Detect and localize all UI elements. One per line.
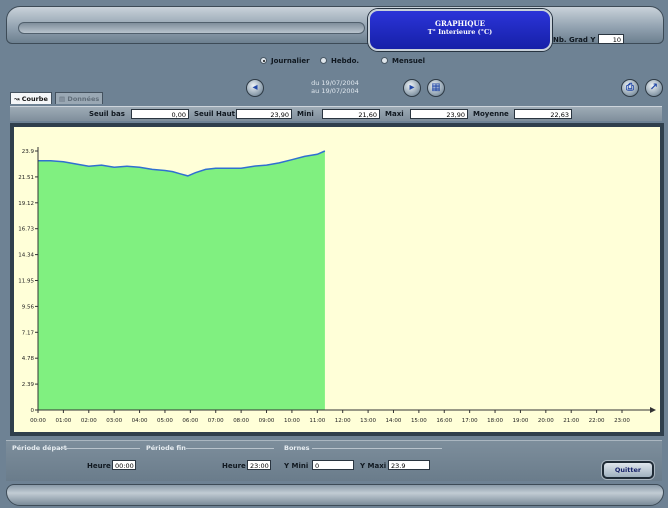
tab-courbe-label: Courbe [21,95,48,103]
ymaxi-input[interactable]: 23.9 [388,460,430,470]
seuil-haut-value: 23,90 [236,109,292,119]
date-range: du 19/07/2004 au 19/07/2004 [290,79,380,95]
table-icon: ▤ [59,95,66,103]
y-tick-label: 2.39 [22,382,35,388]
x-tick-label: 06:00 [182,418,198,424]
x-tick-label: 02:00 [81,418,97,424]
x-tick-label: 04:00 [132,418,148,424]
y-tick-label: 9.56 [22,304,35,310]
export-icon[interactable]: ↗ [645,79,663,97]
x-tick-label: 14:00 [386,418,402,424]
heure-fin-label: Heure [222,462,246,470]
x-tick-label: 08:00 [233,418,249,424]
periode-depart-line [60,448,140,449]
calendar-icon[interactable]: ▦ [427,79,445,97]
y-tick-label: 23.9 [22,149,35,155]
x-tick-label: 12:00 [335,418,351,424]
moyenne-value: 22,63 [514,109,572,119]
x-tick-label: 01:00 [55,418,71,424]
y-tick-label: 11.95 [18,279,34,285]
y-tick-label: 14.34 [18,253,34,259]
date-to: au 19/07/2004 [311,87,359,95]
mini-value: 21,60 [322,109,380,119]
chart-title-box: GRAPHIQUE T° Interieure (°C) [368,9,552,51]
x-tick-label: 18:00 [487,418,503,424]
x-tick-label: 16:00 [436,418,452,424]
chart-svg: 0 2.39 4.78 7.17 9.56 11.95 14.34 16.73 19.12 21.… [14,127,660,432]
x-tick-label: 09:00 [259,418,275,424]
y-tick-label: 7.17 [22,330,35,336]
quit-button[interactable]: Quitter [602,461,654,479]
bornes-title: Bornes [284,444,310,452]
tab-donnees-label: Données [67,95,100,103]
radio-mensuel-label: Mensuel [392,57,425,65]
radio-journalier[interactable] [260,57,267,64]
y-tick-label: 4.78 [22,356,35,362]
x-tick-label: 05:00 [157,418,173,424]
x-tick-label: 20:00 [538,418,554,424]
grad-label: Nb. Grad Y [553,36,596,44]
date-from: du 19/07/2004 [311,79,359,87]
footer-bar [6,484,664,506]
tab-donnees[interactable]: ▤ Données [55,92,104,104]
x-tick-label: 23:00 [614,418,630,424]
y-tick-label: 16.73 [18,227,34,233]
periode-fin-line [186,448,274,449]
series-line [38,150,326,177]
y-tick-label: 21.51 [18,175,34,181]
heure-depart-label: Heure [87,462,111,470]
x-tick-label: 10:00 [284,418,300,424]
mini-label: Mini [297,110,314,118]
x-tick-label: 19:00 [513,418,529,424]
bornes-line [312,448,442,449]
radio-mensuel[interactable] [381,57,388,64]
x-axis-arrow [650,407,656,413]
next-period-icon[interactable]: ▸ [403,79,421,97]
x-tick-label: 00:00 [30,418,46,424]
title-line-1: GRAPHIQUE [435,19,485,28]
x-tick-label: 17:00 [462,418,478,424]
heure-fin-input[interactable]: 23:00 [247,460,271,470]
radio-hebdo[interactable] [320,57,327,64]
top-groove [18,22,365,34]
series-area [38,151,325,410]
title-line-2: T° Interieure (°C) [427,28,493,36]
periode-depart-title: Période départ [12,444,67,452]
ymaxi-label: Y Maxi [360,462,387,470]
x-tick-label: 15:00 [411,418,427,424]
x-tick-label: 21:00 [563,418,579,424]
x-tick-label: 11:00 [309,418,325,424]
grad-input[interactable]: 10 [598,34,624,44]
print-icon[interactable]: ⎙ [621,79,639,97]
x-tick-label: 13:00 [360,418,376,424]
seuil-bas-label: Seuil bas [89,110,125,118]
seuil-haut-label: Seuil Haut [194,110,235,118]
y-tick-label: 19.12 [18,201,34,207]
periode-fin-title: Période fin [146,444,186,452]
ymini-label: Y Mini [284,462,309,470]
previous-period-icon[interactable]: ◂ [246,79,264,97]
maxi-value: 23,90 [410,109,468,119]
maxi-label: Maxi [385,110,404,118]
ymini-input[interactable]: 0 [312,460,354,470]
seuil-bas-value: 0,00 [131,109,189,119]
x-tick-label: 22:00 [589,418,605,424]
x-tick-label: 07:00 [208,418,224,424]
curve-icon: ↝ [14,95,20,103]
y-tick-label: 0 [31,408,35,414]
radio-hebdo-label: Hebdo. [331,57,360,65]
moyenne-label: Moyenne [473,110,509,118]
x-tick-label: 03:00 [106,418,122,424]
chart-panel: 0 2.39 4.78 7.17 9.56 11.95 14.34 16.73 19.12 21.… [10,123,664,436]
heure-depart-input[interactable]: 00:00 [112,460,136,470]
radio-journalier-label: Journalier [271,57,310,65]
tab-courbe[interactable]: ↝ Courbe [10,92,52,104]
